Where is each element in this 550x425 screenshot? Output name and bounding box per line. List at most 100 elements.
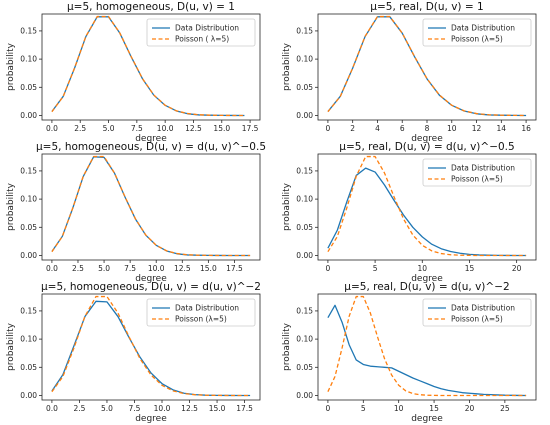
legend-frame [146,18,256,47]
y-axis-label: probability [6,42,16,91]
x-tick-label: 2.5 [72,264,84,273]
y-tick-label: 0.05 [296,363,313,372]
x-tick-label: 20 [465,404,475,413]
poisson-line [327,155,527,257]
legend: Data Distribution Poisson (λ=5) [422,18,532,47]
chart-title: μ=5, homogeneous, D(u, v) = d(u, v)^−0.5 [36,141,266,153]
x-tick-label: 5 [361,404,366,413]
y-tick-label: 0.00 [296,251,313,260]
legend-entry: Poisson (λ=5) [451,175,503,184]
axes-frame [317,153,537,261]
y-axis-label: probability [282,182,292,231]
x-tick-label: 12.5 [181,404,198,413]
y-tick-label: 0.00 [296,391,313,400]
legend: Data Distribution Poisson ( λ=5) [146,18,256,47]
axes-frame [41,153,261,261]
legend-entry: Data Distribution [175,304,239,313]
x-tick-label: 0 [326,264,331,273]
legend: Data Distribution Poisson (λ=5) [146,298,256,327]
x-tick-label: 15 [429,404,439,413]
legend-entry: Poisson (λ=5) [451,35,503,44]
chart-panel-1: μ=5, homogeneous, D(u, v) = 1 0.00 0.05 0.1… [6,1,261,144]
legend-entry: Poisson (λ=5) [451,315,503,324]
y-tick-label: 0.10 [296,335,313,344]
y-axis-label: probability [282,322,292,371]
axes-frame [317,13,537,121]
x-tick-label: 10 [394,404,404,413]
axes-frame [41,293,261,401]
legend-entry: Data Distribution [451,164,515,173]
x-tick-label: 0.0 [46,124,58,133]
x-tick-label: 5.0 [98,264,110,273]
chart-panel-5: μ=5, homogeneous, D(u, v) = d(u, v)^−2 0.… [6,281,261,424]
x-tick-label: 16 [521,124,531,133]
y-tick-label: 0.05 [20,83,37,92]
y-tick-label: 0.15 [296,27,313,36]
axes-frame [41,13,261,121]
x-tick-label: 8 [425,124,430,133]
chart-panel-6: μ=5, real, D(u, v) = d(u, v)^−2 0.00 0.05 0… [282,281,537,424]
legend-frame [146,298,256,327]
y-tick-label: 0.05 [20,223,37,232]
legend-frame [422,298,532,327]
legend-entry: Poisson ( λ=5) [175,35,229,44]
legend-entry: Data Distribution [175,24,239,33]
chart-title: μ=5, real, D(u, v) = 1 [370,1,483,13]
x-tick-label: 0.0 [46,404,58,413]
y-tick-label: 0.00 [296,111,313,120]
x-tick-label: 0 [326,404,331,413]
data-distribution-line [51,300,251,397]
y-tick-label: 0.00 [20,391,37,400]
x-tick-label: 12.5 [185,124,202,133]
legend-frame [422,18,532,47]
chart-title: μ=5, real, D(u, v) = d(u, v)^−2 [344,281,509,293]
x-tick-label: 12.5 [174,264,191,273]
y-tick-label: 0.15 [20,27,37,36]
y-tick-label: 0.15 [296,307,313,316]
chart-title: μ=5, homogeneous, D(u, v) = d(u, v)^−2 [41,281,261,293]
legend-frame [422,158,532,187]
x-axis-label: degree [411,134,443,144]
x-tick-label: 7.5 [124,264,136,273]
y-tick-label: 0.15 [296,167,313,176]
data-distribution-line [327,304,527,397]
x-tick-label: 12 [472,124,482,133]
chart-title: μ=5, real, D(u, v) = d(u, v)^−0.5 [339,141,514,153]
x-axis-label: degree [135,274,167,284]
chart-panel-3: μ=5, homogeneous, D(u, v) = d(u, v)^−0.5… [6,141,266,284]
y-tick-label: 0.10 [296,55,313,64]
x-tick-label: 15.0 [200,264,217,273]
x-tick-label: 25 [500,404,510,413]
x-axis-label: degree [135,134,167,144]
y-tick-label: 0.10 [20,55,37,64]
chart-panel-4: μ=5, real, D(u, v) = d(u, v)^−0.5 0.00 0.0… [282,141,537,284]
x-tick-label: 10.0 [154,404,171,413]
x-tick-label: 2.5 [73,404,85,413]
x-tick-label: 17.5 [226,264,243,273]
x-tick-label: 2 [350,124,355,133]
y-tick-label: 0.05 [20,363,37,372]
x-axis-label: degree [411,274,443,284]
x-tick-label: 10 [447,124,457,133]
y-tick-label: 0.15 [20,167,37,176]
poisson-line [51,155,251,257]
y-axis-label: probability [282,42,292,91]
x-tick-label: 4 [375,124,380,133]
x-tick-label: 10 [418,264,428,273]
x-axis-label: degree [135,414,167,424]
y-tick-label: 0.15 [20,307,37,316]
legend-entry: Poisson (λ=5) [175,315,227,324]
x-tick-label: 15.0 [213,124,230,133]
y-tick-label: 0.05 [296,223,313,232]
legend-entry: Data Distribution [451,304,515,313]
y-tick-label: 0.05 [296,83,313,92]
x-tick-label: 10.0 [148,264,165,273]
y-tick-label: 0.10 [296,195,313,204]
x-tick-label: 10.0 [157,124,174,133]
x-tick-label: 7.5 [131,124,143,133]
y-tick-label: 0.00 [20,251,37,260]
x-tick-label: 14 [497,124,507,133]
x-tick-label: 15.0 [209,404,226,413]
x-tick-label: 17.5 [236,404,253,413]
